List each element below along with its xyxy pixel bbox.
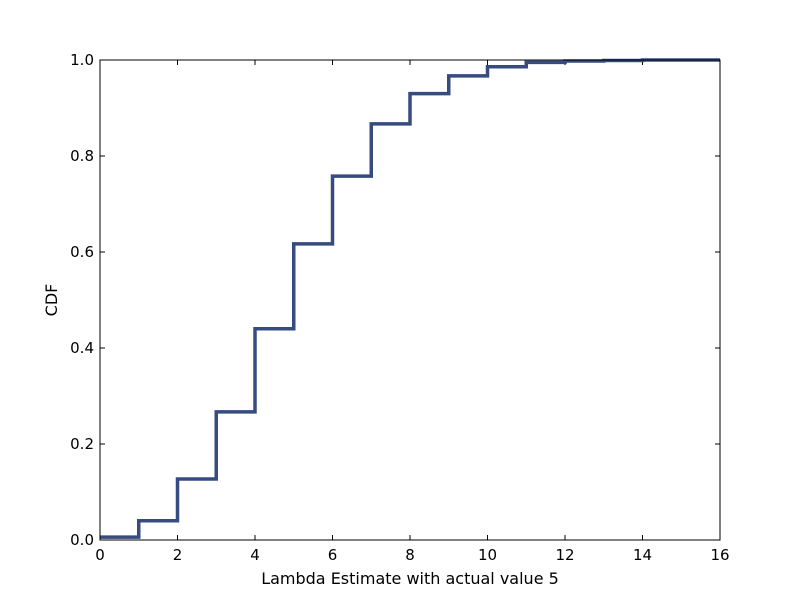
x-tick-label: 16 (710, 546, 729, 564)
y-tick-label: 1.0 (70, 51, 94, 69)
series-layer (100, 58, 720, 539)
x-tick-label: 10 (478, 546, 497, 564)
y-tick-label: 0.4 (70, 339, 94, 357)
y-tick-label: 0.8 (70, 147, 94, 165)
x-tick-label: 0 (95, 546, 105, 564)
x-axis-label: Lambda Estimate with actual value 5 (261, 569, 559, 588)
y-axis-label: CDF (42, 284, 61, 317)
y-tick-label: 0.6 (70, 243, 94, 261)
plot-frame (99, 59, 721, 541)
x-tick-label: 8 (405, 546, 415, 564)
y-tick-label: 0.0 (70, 531, 94, 549)
x-axis-ticks: 0 2 4 6 8 10 12 14 16 (95, 60, 730, 564)
x-tick-label: 14 (633, 546, 652, 564)
x-tick-label: 2 (173, 546, 183, 564)
x-tick-label: 4 (250, 546, 260, 564)
cdf-step-line (100, 58, 720, 539)
y-axis-ticks: 0.0 0.2 0.4 0.6 0.8 1.0 (70, 51, 720, 549)
x-tick-label: 12 (555, 546, 574, 564)
x-tick-label: 6 (328, 546, 338, 564)
y-tick-label: 0.2 (70, 435, 94, 453)
